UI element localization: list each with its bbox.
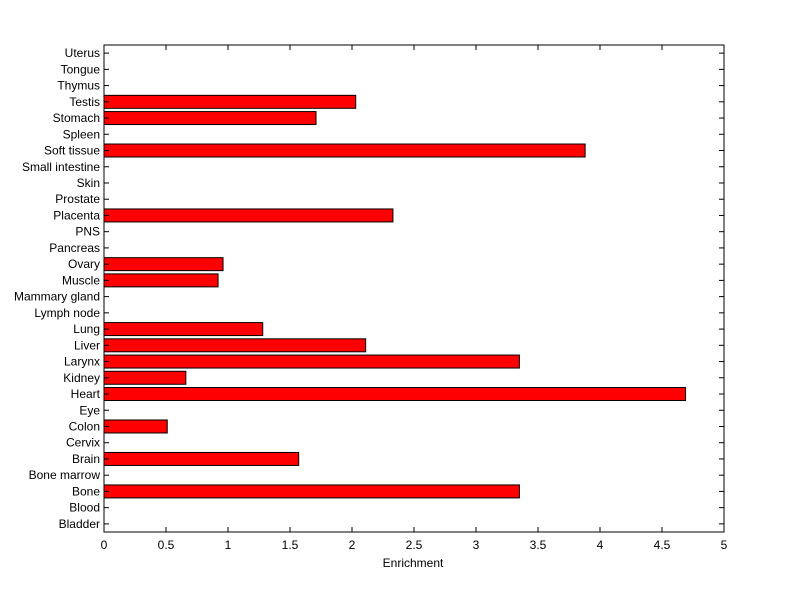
y-tick-label: Small intestine	[22, 160, 100, 174]
y-tick-label: Eye	[79, 403, 100, 417]
y-tick-label: Cervix	[66, 436, 100, 450]
y-tick-label: Spleen	[63, 127, 100, 141]
bar-muscle	[103, 273, 219, 288]
y-tick-label: Tongue	[61, 62, 101, 76]
y-tick-label: Stomach	[53, 111, 100, 125]
x-tick-label: 0	[101, 538, 108, 552]
bar-larynx	[103, 354, 520, 369]
y-tick-label: Skin	[77, 176, 100, 190]
x-tick-label: 5	[721, 538, 728, 552]
bar-ovary	[103, 257, 224, 272]
x-tick-label: 1	[225, 538, 232, 552]
bar-brain	[103, 451, 300, 466]
y-tick-label: Mammary gland	[14, 290, 100, 304]
ticks	[103, 45, 725, 532]
plot-area	[104, 45, 724, 532]
x-tick-label: 4.5	[654, 538, 671, 552]
y-tick-label: Lung	[73, 322, 100, 336]
y-tick-label: Lymph node	[34, 306, 100, 320]
y-tick-label: Liver	[74, 338, 100, 352]
y-tick-label: Brain	[72, 452, 100, 466]
x-tick-label: 2	[349, 538, 356, 552]
y-tick-label: Colon	[69, 419, 100, 433]
y-tick-label: Heart	[71, 387, 101, 401]
y-tick-label: Bladder	[59, 517, 100, 531]
y-tick-label: Pancreas	[49, 241, 100, 255]
bar-heart	[103, 387, 687, 402]
bar-colon	[103, 419, 168, 434]
y-tick-label: Bone	[72, 484, 100, 498]
y-tick-label: Kidney	[63, 371, 100, 385]
plot-frame	[103, 44, 725, 533]
y-tick-label: Uterus	[65, 46, 100, 60]
y-tick-label: Muscle	[62, 273, 100, 287]
y-tick-label: Bone marrow	[29, 468, 101, 482]
x-tick-labels: 0 0.5 1 1.5 2 2.5 3 3.5 4 4.5 5	[101, 538, 728, 552]
bar-bone	[103, 484, 520, 499]
bar-kidney	[103, 370, 187, 385]
bar-soft-tissue	[103, 143, 586, 158]
y-tick-label: PNS	[75, 225, 100, 239]
bar-liver	[103, 338, 367, 353]
y-tick-label: Thymus	[57, 79, 100, 93]
x-tick-label: 2.5	[406, 538, 423, 552]
x-tick-label: 4	[597, 538, 604, 552]
y-tick-label: Ovary	[68, 257, 100, 271]
y-tick-label: Prostate	[55, 192, 100, 206]
x-tick-label: 1.5	[282, 538, 299, 552]
bar-placenta	[103, 208, 394, 223]
y-tick-label: Soft tissue	[44, 144, 100, 158]
y-tick-label: Blood	[69, 501, 100, 515]
x-tick-label: 3	[473, 538, 480, 552]
x-tick-label: 3.5	[530, 538, 547, 552]
bar-lung	[103, 322, 264, 337]
x-tick-label: 0.5	[158, 538, 175, 552]
y-tick-label: Testis	[69, 95, 100, 109]
y-tick-label: Larynx	[64, 355, 100, 369]
bar-testis	[103, 94, 357, 109]
y-tick-labels: Bladder Blood Bone Bone marrow Brain Cervix Co…	[14, 46, 101, 531]
bar-stomach	[103, 111, 317, 126]
y-tick-label: Placenta	[53, 208, 100, 222]
x-axis-label: Enrichment	[383, 556, 444, 570]
